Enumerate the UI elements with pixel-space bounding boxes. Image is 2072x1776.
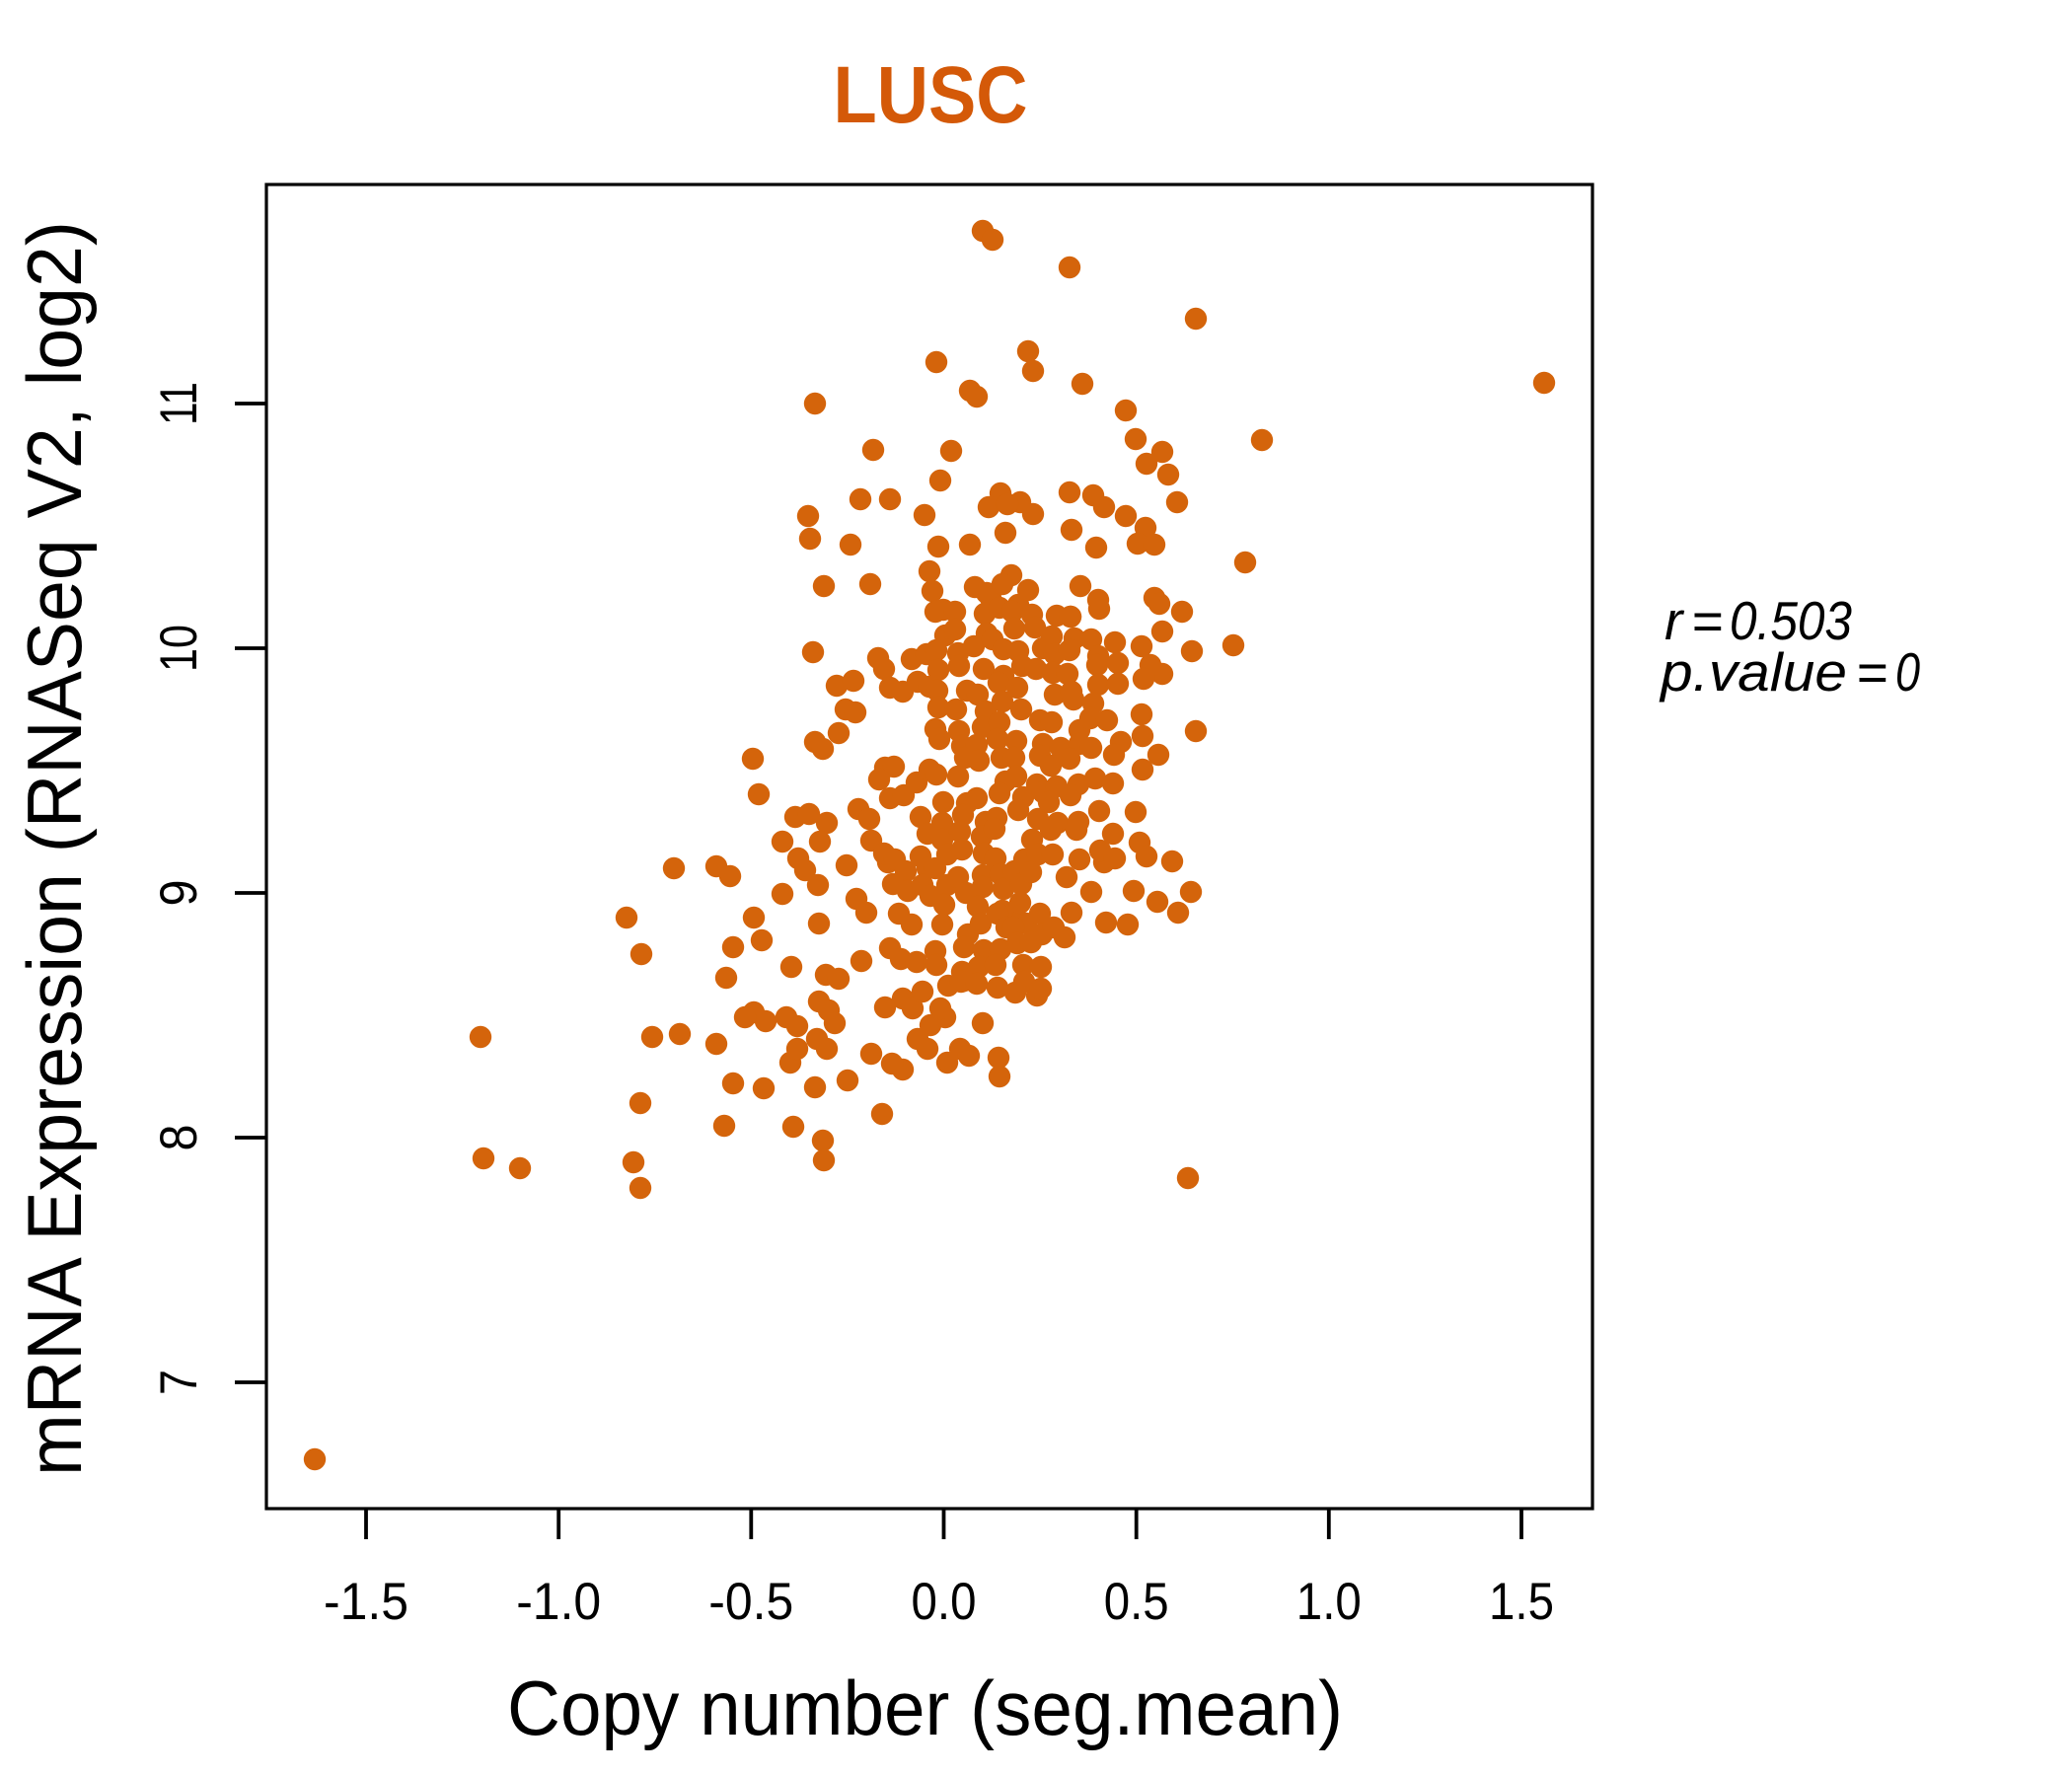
svg-text:0.5: 0.5 [1104, 1573, 1169, 1631]
svg-text:Copy number (seg.mean): Copy number (seg.mean) [507, 1665, 1343, 1751]
svg-text:7: 7 [150, 1369, 208, 1395]
svg-text:10: 10 [150, 625, 208, 672]
svg-text:mRNA Expression (RNASeq V2, lo: mRNA Expression (RNASeq V2, log2) [11, 221, 98, 1476]
svg-text:8: 8 [150, 1125, 208, 1151]
svg-text:11: 11 [150, 382, 208, 425]
svg-text:0.0: 0.0 [912, 1573, 977, 1631]
svg-text:-0.5: -0.5 [708, 1573, 793, 1631]
svg-text:1.0: 1.0 [1296, 1573, 1362, 1631]
svg-text:r=0.503: r = 0.503 [1665, 590, 1852, 651]
svg-text:-1.0: -1.0 [516, 1573, 601, 1631]
svg-text:p.value=0: p.value = 0 [1659, 641, 1920, 703]
svg-text:1.5: 1.5 [1489, 1573, 1554, 1631]
svg-text:LUSC: LUSC [834, 50, 1028, 140]
svg-text:9: 9 [150, 880, 208, 907]
svg-text:-1.5: -1.5 [324, 1573, 408, 1631]
